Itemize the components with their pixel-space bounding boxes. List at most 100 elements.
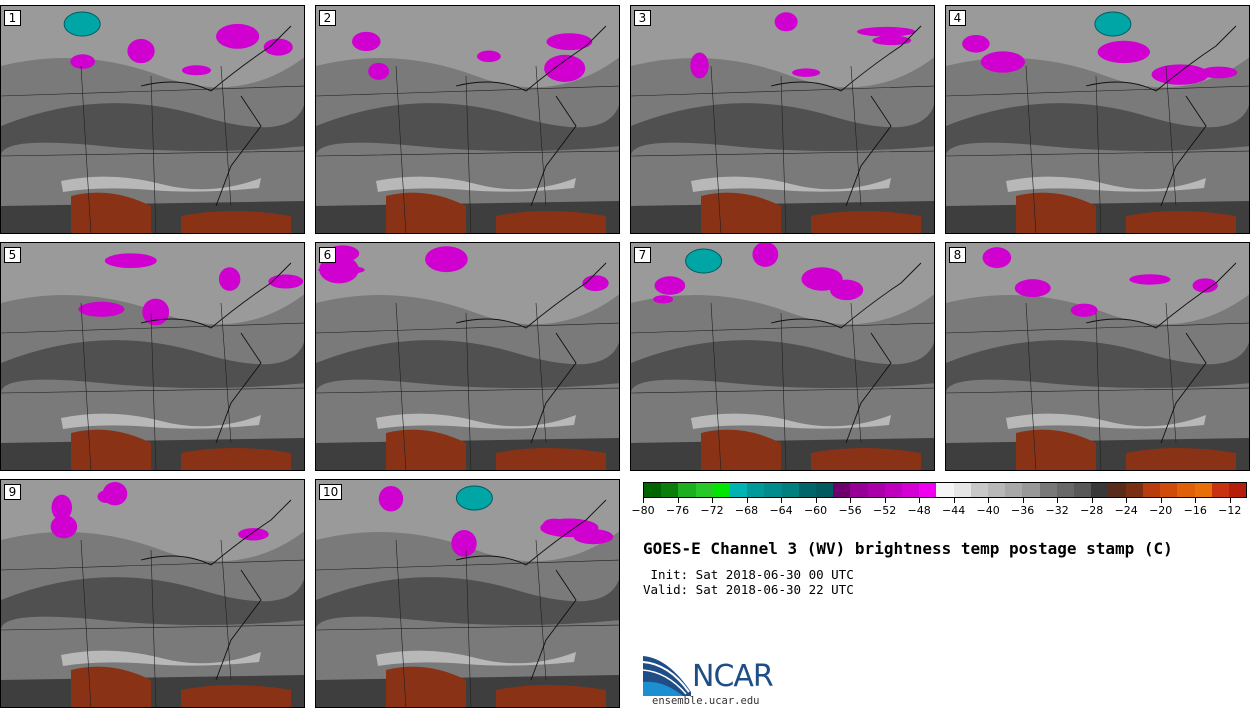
colorbar-swatch xyxy=(816,483,834,497)
colorbar-tick-label: −80 xyxy=(631,504,655,517)
colorbar-swatch xyxy=(678,483,696,497)
member-panel-10: 10 xyxy=(315,479,620,708)
very-cold-cloud-top xyxy=(685,248,723,274)
member-panel-2: 2 xyxy=(315,5,620,234)
colorbar-tick-label: −20 xyxy=(1149,504,1173,517)
colorbar-tick xyxy=(919,498,921,503)
colorbar-tick-label: −68 xyxy=(734,504,759,517)
warm-cell xyxy=(811,448,921,470)
cold-cloud-top xyxy=(50,515,78,539)
cold-cloud-top xyxy=(181,65,212,76)
warm-cell xyxy=(701,429,781,470)
member-panel-4: 4 xyxy=(945,5,1250,234)
colorbar-tick xyxy=(1091,498,1093,503)
colorbar-tick-label: −32 xyxy=(1045,504,1069,517)
cold-cloud-top xyxy=(142,298,170,326)
wv-moist-streak xyxy=(61,650,261,666)
cold-cloud-top xyxy=(1097,40,1150,64)
cold-cloud-top xyxy=(653,295,674,304)
chart-title: GOES-E Channel 3 (WV) brightness temp po… xyxy=(643,539,1173,558)
colorbar-tick xyxy=(953,498,955,503)
member-label: 9 xyxy=(4,484,21,500)
colorbar-swatch xyxy=(1194,483,1212,497)
member-label: 8 xyxy=(949,247,966,263)
colorbar-tick xyxy=(1195,498,1197,503)
colorbar-swatch xyxy=(919,483,937,497)
colorbar-tick xyxy=(643,498,644,503)
colorbar-swatch xyxy=(1005,483,1023,497)
cold-cloud-top xyxy=(774,12,798,32)
wv-moist-band xyxy=(316,243,619,325)
warm-cell xyxy=(811,211,921,233)
wv-moist-streak xyxy=(61,176,261,192)
state-borders xyxy=(1,302,304,470)
ncar-logo-text: NCAR xyxy=(692,659,774,694)
cold-cloud-top xyxy=(352,31,381,52)
cold-cloud-top xyxy=(378,485,404,512)
warm-cell xyxy=(71,429,151,470)
colorbar-swatch xyxy=(798,483,817,497)
colorbar-tick xyxy=(746,498,748,503)
warm-cell xyxy=(386,666,466,707)
cold-cloud-top xyxy=(451,530,477,557)
wv-moist-band xyxy=(1,243,304,325)
coastline xyxy=(1085,262,1237,444)
coastline xyxy=(455,25,607,207)
colorbar-tick xyxy=(1022,498,1024,503)
colorbar-swatch xyxy=(1125,483,1143,497)
wv-moist-streak xyxy=(61,413,261,429)
cold-cloud-top xyxy=(582,275,609,292)
colorbar-tick xyxy=(677,498,679,503)
warm-cell xyxy=(496,448,606,470)
member-label: 1 xyxy=(4,10,21,26)
cold-cloud-top xyxy=(654,276,686,295)
warm-cell xyxy=(181,685,291,707)
colorbar-ticks: −80 −76 −72 −68 −64 −60 −56 −52 −48 −44 −40 −36 −32−… xyxy=(631,498,1247,520)
coastline xyxy=(1085,25,1237,207)
colorbar-tick-label: −44 xyxy=(942,504,966,517)
colorbar-swatch xyxy=(712,483,731,497)
water-vapor-map xyxy=(1,6,304,233)
cold-cloud-top xyxy=(962,35,990,53)
colorbar-swatch xyxy=(1177,483,1195,497)
cold-cloud-top xyxy=(218,267,241,291)
wv-moist-streak xyxy=(691,413,891,429)
colorbar-swatch xyxy=(970,483,989,497)
colorbar-tick-label: −40 xyxy=(976,504,1000,517)
colorbar-tick-label: −48 xyxy=(907,504,931,517)
colorbar-swatch xyxy=(661,483,679,497)
warm-cell xyxy=(701,192,781,233)
member-label: 10 xyxy=(319,484,343,500)
member-label: 5 xyxy=(4,247,21,263)
colorbar-tick-label: −24 xyxy=(1114,504,1138,517)
colorbar-tick xyxy=(815,498,817,503)
ncar-logo-icon xyxy=(643,656,691,696)
cold-cloud-top xyxy=(872,35,912,46)
wv-moist-band xyxy=(631,6,934,88)
colorbar-swatch xyxy=(764,483,782,497)
colorbar-tick xyxy=(1057,498,1059,503)
cold-cloud-top xyxy=(263,38,293,56)
colorbar-tick-label: −56 xyxy=(838,504,862,517)
water-vapor-map xyxy=(946,243,1249,470)
member-panel-1: 1 xyxy=(0,5,305,234)
warm-cell xyxy=(71,666,151,707)
cold-cloud-top xyxy=(104,253,157,269)
coastline xyxy=(140,499,292,681)
very-cold-cloud-top xyxy=(1094,11,1132,37)
colorbar-swatch xyxy=(1074,483,1092,497)
water-vapor-map xyxy=(631,243,934,470)
cold-cloud-top xyxy=(856,26,916,37)
coastline xyxy=(770,25,922,207)
colorbar-swatch xyxy=(953,483,971,497)
colorbar-swatch xyxy=(1142,483,1161,497)
state-borders xyxy=(946,302,1249,470)
cold-cloud-top xyxy=(1200,66,1238,79)
cold-cloud-top xyxy=(127,38,155,64)
colorbar-tick xyxy=(1229,498,1231,503)
wv-moist-streak xyxy=(691,176,891,192)
water-vapor-map xyxy=(631,6,934,233)
colorbar-tick-label: −64 xyxy=(769,504,793,517)
cold-cloud-top xyxy=(1070,303,1098,317)
cold-cloud-top xyxy=(540,518,599,538)
